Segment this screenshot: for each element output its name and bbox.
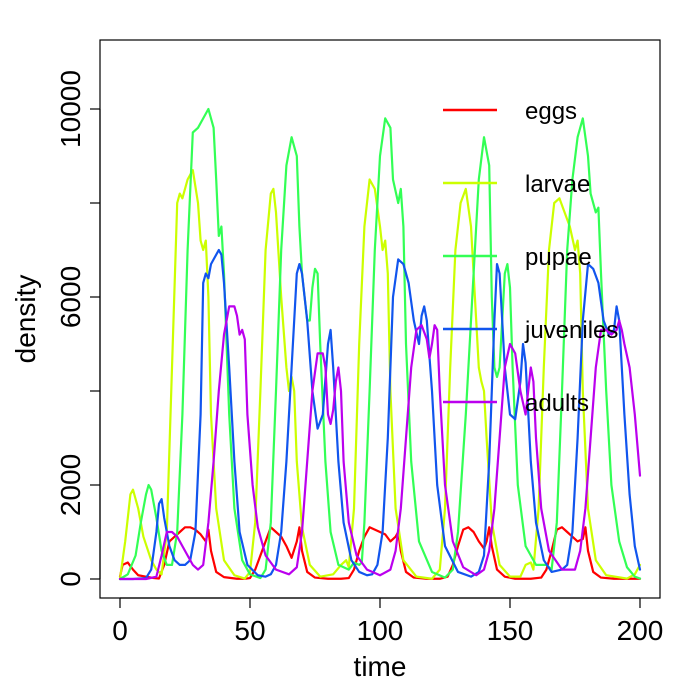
x-axis-title: time	[354, 651, 407, 682]
legend-label-juveniles: juveniles	[524, 317, 618, 344]
y-tick-label: 10000	[55, 70, 86, 148]
legend: eggs larvae pupae juveniles adults	[443, 98, 618, 417]
x-axis: 0 50 100 150 200	[112, 597, 664, 646]
legend-label-adults: adults	[525, 390, 589, 417]
x-tick-label: 100	[357, 615, 404, 646]
x-tick-label: 0	[112, 615, 128, 646]
y-tick-label: 0	[55, 571, 86, 587]
series-line-adults	[118, 305, 642, 581]
x-tick-label: 150	[487, 615, 534, 646]
series-layer	[118, 107, 642, 581]
y-tick-label: 6000	[55, 266, 86, 328]
y-axis: 0 2000 6000 10000	[55, 70, 101, 587]
legend-label-pupae: pupae	[525, 244, 592, 271]
x-tick-label: 50	[234, 615, 265, 646]
legend-label-larvae: larvae	[525, 171, 590, 198]
legend-label-eggs: eggs	[525, 98, 577, 125]
x-tick-label: 200	[617, 615, 664, 646]
series-line-juveniles	[118, 248, 642, 581]
y-tick-label: 2000	[55, 454, 86, 516]
y-axis-title: density	[10, 275, 41, 364]
